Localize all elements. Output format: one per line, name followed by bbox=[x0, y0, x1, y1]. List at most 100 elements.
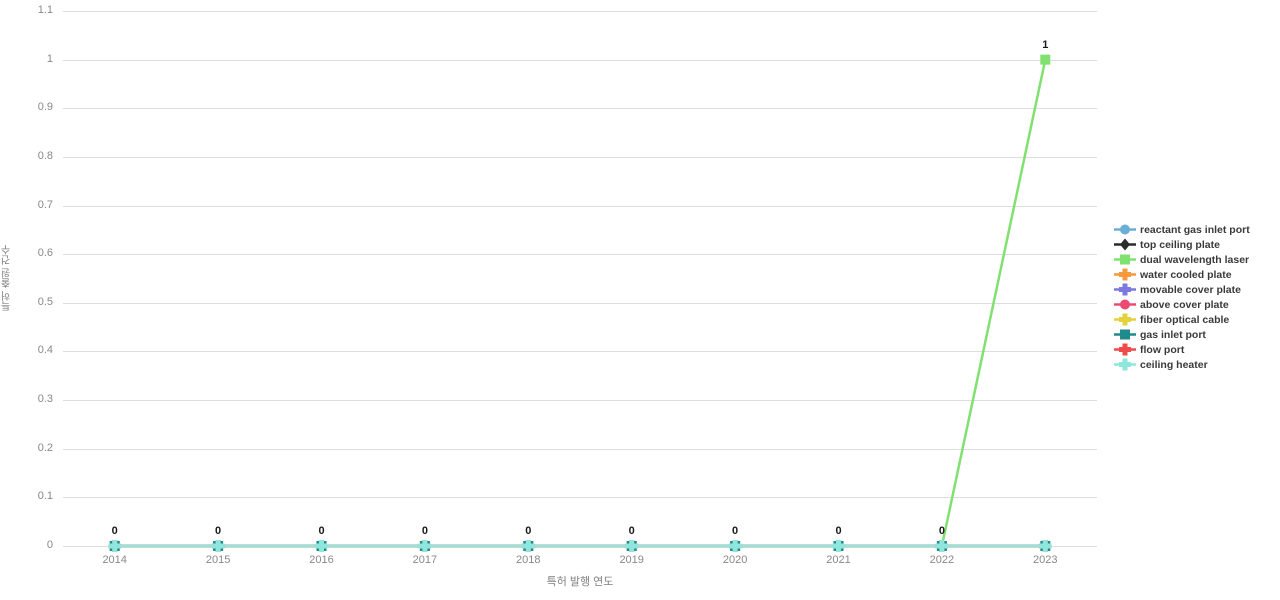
legend-label: ceiling heater bbox=[1140, 358, 1208, 371]
data-point-marker bbox=[1120, 238, 1130, 251]
data-label: 0 bbox=[215, 525, 222, 537]
legend-item[interactable]: gas inlet port bbox=[1114, 327, 1274, 342]
y-axis-tick: 1 bbox=[46, 52, 53, 65]
gridline bbox=[63, 351, 1097, 353]
legend-label: movable cover plate bbox=[1140, 283, 1241, 296]
data-label: 0 bbox=[111, 525, 118, 537]
gridline bbox=[63, 156, 1097, 158]
y-axis-tick: 0.5 bbox=[37, 295, 53, 308]
data-point-marker bbox=[108, 540, 121, 552]
y-axis-tick: 0.8 bbox=[37, 149, 53, 162]
legend-marker-icon bbox=[1114, 282, 1136, 297]
legend-item[interactable]: movable cover plate bbox=[1114, 282, 1274, 297]
data-label: 0 bbox=[732, 525, 739, 537]
legend: reactant gas inlet port top ceiling plate… bbox=[1114, 222, 1274, 372]
data-point-marker bbox=[832, 540, 845, 552]
x-axis-tick: 2018 bbox=[516, 554, 541, 566]
data-label: 1 bbox=[1042, 38, 1049, 51]
legend-label: fiber optical cable bbox=[1140, 313, 1230, 326]
legend-item[interactable]: top ceiling plate bbox=[1114, 237, 1274, 252]
data-point-marker bbox=[1120, 224, 1130, 235]
data-point-marker bbox=[1120, 254, 1130, 265]
gridline bbox=[63, 108, 1097, 110]
y-axis-tick: 0.2 bbox=[37, 441, 53, 454]
data-point-marker bbox=[418, 540, 431, 552]
gridline bbox=[63, 59, 1097, 61]
legend-item[interactable]: reactant gas inlet port bbox=[1114, 222, 1274, 237]
gridline bbox=[63, 400, 1097, 402]
y-axis-tick: 0.4 bbox=[37, 344, 53, 357]
data-point-marker bbox=[1039, 540, 1052, 552]
data-point-marker bbox=[625, 540, 638, 552]
gridline bbox=[63, 11, 1097, 12]
data-point-marker bbox=[1119, 358, 1131, 371]
data-point-marker bbox=[935, 540, 948, 552]
data-point-marker bbox=[1119, 313, 1131, 326]
data-label: 0 bbox=[318, 525, 325, 537]
legend-label: top ceiling plate bbox=[1140, 238, 1220, 251]
legend-label: flow port bbox=[1140, 343, 1185, 356]
legend-marker-icon bbox=[1114, 357, 1136, 372]
y-axis-tick: 0.1 bbox=[37, 490, 53, 503]
legend-item[interactable]: water cooled plate bbox=[1114, 267, 1274, 282]
data-point-marker bbox=[1119, 268, 1131, 281]
y-axis-tick: 0.6 bbox=[37, 247, 53, 260]
x-axis-tick: 2017 bbox=[412, 554, 438, 566]
data-point-marker bbox=[1120, 299, 1130, 310]
plot-area: 0 0 0 0 0 0 0 0 0 1 bbox=[63, 11, 1097, 552]
data-label: 0 bbox=[421, 525, 428, 537]
legend-marker-icon bbox=[1114, 312, 1136, 327]
data-point-marker bbox=[1119, 283, 1131, 296]
legend-label: reactant gas inlet port bbox=[1140, 223, 1250, 236]
legend-item[interactable]: flow port bbox=[1114, 342, 1274, 357]
data-point-marker bbox=[1119, 343, 1131, 356]
legend-label: water cooled plate bbox=[1140, 268, 1232, 281]
legend-marker-icon bbox=[1114, 267, 1136, 282]
legend-item[interactable]: above cover plate bbox=[1114, 297, 1274, 312]
x-axis-tick: 2015 bbox=[205, 554, 231, 566]
gridline bbox=[63, 205, 1097, 207]
data-point-marker bbox=[315, 540, 328, 552]
x-axis-tick: 2016 bbox=[309, 554, 334, 566]
series-dual-wavelength-laser bbox=[109, 54, 1051, 551]
legend-marker-icon bbox=[1114, 222, 1136, 237]
series-layer bbox=[108, 54, 1052, 552]
legend-marker-icon bbox=[1114, 252, 1136, 267]
y-axis-tick: 0 bbox=[46, 539, 53, 551]
data-point-marker bbox=[212, 540, 225, 552]
data-point-marker bbox=[522, 540, 535, 552]
legend-label: dual wavelength laser bbox=[1140, 253, 1250, 266]
series-line bbox=[114, 59, 1047, 548]
data-point-marker bbox=[1120, 329, 1130, 340]
data-point-marker bbox=[1040, 54, 1051, 65]
legend-item[interactable]: fiber optical cable bbox=[1114, 312, 1274, 327]
data-label: 0 bbox=[938, 525, 945, 537]
y-axis-tick: 1.1 bbox=[37, 4, 53, 16]
legend-marker-icon bbox=[1114, 342, 1136, 357]
x-axis-label: 특허 발행 연도 bbox=[546, 576, 614, 588]
x-axis-tick: 2019 bbox=[619, 554, 644, 566]
x-axis-tick: 2022 bbox=[929, 554, 955, 566]
x-axis-tick: 2023 bbox=[1033, 554, 1058, 566]
data-label: 0 bbox=[525, 525, 532, 537]
gridline bbox=[63, 448, 1097, 450]
gridline bbox=[63, 497, 1097, 499]
data-label: 0 bbox=[628, 525, 635, 537]
x-axis-tick: 2021 bbox=[826, 554, 851, 566]
x-axis-tick: 2020 bbox=[722, 554, 748, 566]
legend-marker-icon bbox=[1114, 237, 1136, 252]
y-axis-tick: 0.7 bbox=[37, 198, 53, 211]
legend-label: above cover plate bbox=[1140, 298, 1229, 311]
legend-marker-icon bbox=[1114, 327, 1136, 342]
x-axis-tick: 2014 bbox=[102, 554, 127, 566]
legend-item[interactable]: ceiling heater bbox=[1114, 357, 1274, 372]
legend-item[interactable]: dual wavelength laser bbox=[1114, 252, 1274, 267]
legend-marker-icon bbox=[1114, 297, 1136, 312]
series-ceiling-heater bbox=[108, 540, 1052, 552]
y-axis-tick: 0.9 bbox=[37, 101, 53, 114]
legend-label: gas inlet port bbox=[1140, 328, 1206, 341]
gridline bbox=[63, 254, 1097, 256]
y-axis-tick: 0.3 bbox=[37, 393, 53, 406]
gridline bbox=[63, 302, 1097, 304]
